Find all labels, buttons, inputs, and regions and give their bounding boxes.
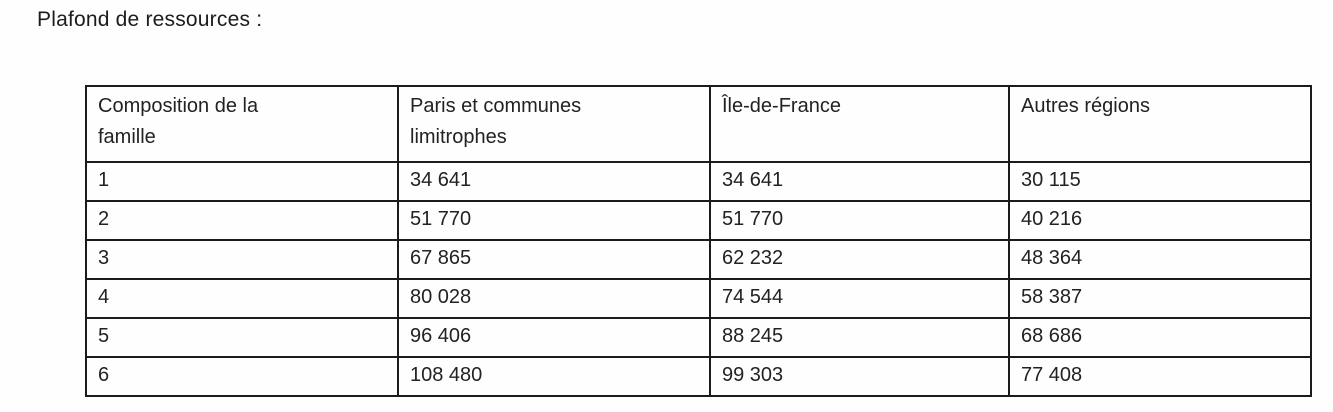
- cell-paris: 34 641: [397, 161, 711, 202]
- cell-idf: 99 303: [709, 356, 1010, 397]
- cell-paris: 108 480: [397, 356, 711, 397]
- cell-paris: 51 770: [397, 200, 711, 241]
- cell-composition: 6: [85, 356, 399, 397]
- cell-autres: 58 387: [1008, 278, 1312, 319]
- header-ile-de-france: Île-de-France: [709, 85, 1010, 163]
- cell-idf: 62 232: [709, 239, 1010, 280]
- table-row: 1 34 641 34 641 30 115: [85, 161, 1312, 202]
- cell-composition: 1: [85, 161, 399, 202]
- header-autres-regions: Autres régions: [1008, 85, 1312, 163]
- page-title: Plafond de ressources :: [37, 8, 263, 31]
- table-row: 5 96 406 88 245 68 686: [85, 317, 1312, 358]
- cell-autres: 40 216: [1008, 200, 1312, 241]
- cell-composition: 3: [85, 239, 399, 280]
- cell-autres: 30 115: [1008, 161, 1312, 202]
- cell-autres: 77 408: [1008, 356, 1312, 397]
- cell-autres: 68 686: [1008, 317, 1312, 358]
- cell-paris: 67 865: [397, 239, 711, 280]
- plafond-ressources-table: Composition de la famille Paris et commu…: [85, 85, 1312, 397]
- header-paris-communes: Paris et communes limitrophes: [397, 85, 711, 163]
- cell-composition: 4: [85, 278, 399, 319]
- table-row: 2 51 770 51 770 40 216: [85, 200, 1312, 241]
- cell-idf: 88 245: [709, 317, 1010, 358]
- cell-idf: 74 544: [709, 278, 1010, 319]
- cell-idf: 51 770: [709, 200, 1010, 241]
- header-composition-famille: Composition de la famille: [85, 85, 399, 163]
- table-row: 4 80 028 74 544 58 387: [85, 278, 1312, 319]
- cell-paris: 96 406: [397, 317, 711, 358]
- table-row: 3 67 865 62 232 48 364: [85, 239, 1312, 280]
- cell-composition: 5: [85, 317, 399, 358]
- cell-paris: 80 028: [397, 278, 711, 319]
- cell-autres: 48 364: [1008, 239, 1312, 280]
- table-row: 6 108 480 99 303 77 408: [85, 356, 1312, 397]
- table-header-row: Composition de la famille Paris et commu…: [85, 85, 1312, 163]
- cell-composition: 2: [85, 200, 399, 241]
- cell-idf: 34 641: [709, 161, 1010, 202]
